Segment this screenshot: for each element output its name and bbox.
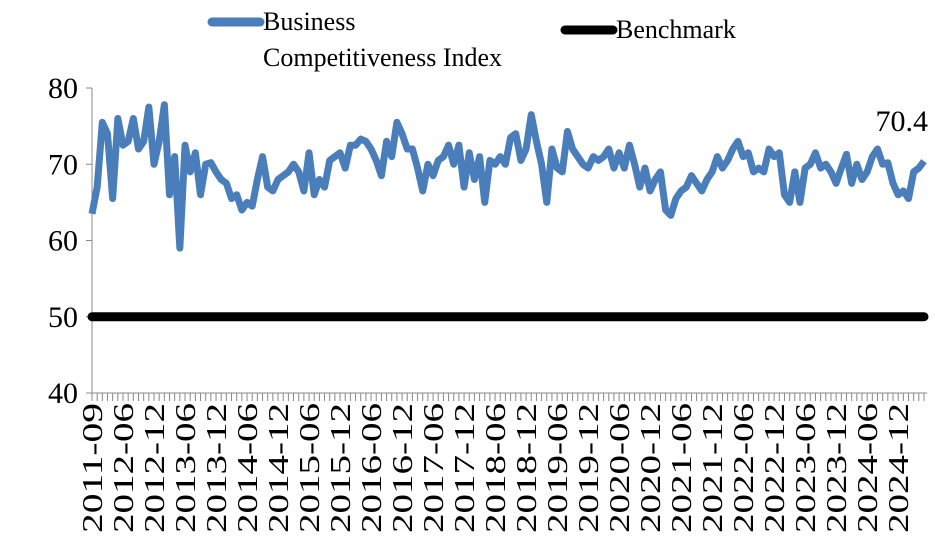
- x-tick-label: 2012-06: [109, 403, 140, 533]
- x-tick-label: 2023-06: [791, 403, 822, 533]
- x-tick-label: 2021-12: [698, 403, 729, 533]
- y-tick-label: 40: [48, 377, 78, 410]
- y-tick-label: 60: [48, 225, 78, 258]
- x-tick-label: 2013-06: [171, 403, 202, 533]
- x-tick-label: 2022-06: [729, 403, 760, 533]
- x-tick-label: 2020-12: [636, 403, 667, 533]
- x-tick-label: 2020-06: [605, 403, 636, 533]
- y-tick-label: 70: [48, 148, 78, 181]
- x-tick-label: 2018-06: [481, 403, 512, 533]
- x-tick-label: 2016-12: [388, 403, 419, 533]
- series-line: [88, 101, 927, 252]
- x-tick-label: 2014-12: [264, 403, 295, 533]
- x-tick-label: 2024-12: [884, 403, 915, 533]
- x-tick-label: 2012-12: [140, 403, 171, 533]
- x-tick-label: 2019-06: [543, 403, 574, 533]
- x-tick-label: 2017-06: [419, 403, 450, 533]
- y-tick-label: 80: [48, 72, 78, 105]
- x-tick-label: 2011-09: [78, 403, 109, 533]
- data-label: 70.4: [876, 105, 929, 138]
- y-tick-label: 50: [48, 301, 78, 334]
- legend-label: Benchmark: [616, 15, 736, 44]
- x-tick-label: 2016-06: [357, 403, 388, 533]
- x-tick-label: 2015-12: [326, 403, 357, 533]
- x-tick-label: 2015-06: [295, 403, 326, 533]
- x-tick-label: 2023-12: [822, 403, 853, 533]
- x-tick-label: 2024-06: [853, 403, 884, 533]
- x-tick-label: 2017-12: [450, 403, 481, 533]
- x-tick-label: 2021-06: [667, 403, 698, 533]
- x-tick-label: 2014-06: [233, 403, 264, 533]
- x-tick-label: 2013-12: [202, 403, 233, 533]
- x-tick-label: 2022-12: [760, 403, 791, 533]
- x-tick-label: 2019-12: [574, 403, 605, 533]
- x-tick-label: 2018-12: [512, 403, 543, 533]
- legend-label: Business Competitiveness Index: [263, 7, 502, 72]
